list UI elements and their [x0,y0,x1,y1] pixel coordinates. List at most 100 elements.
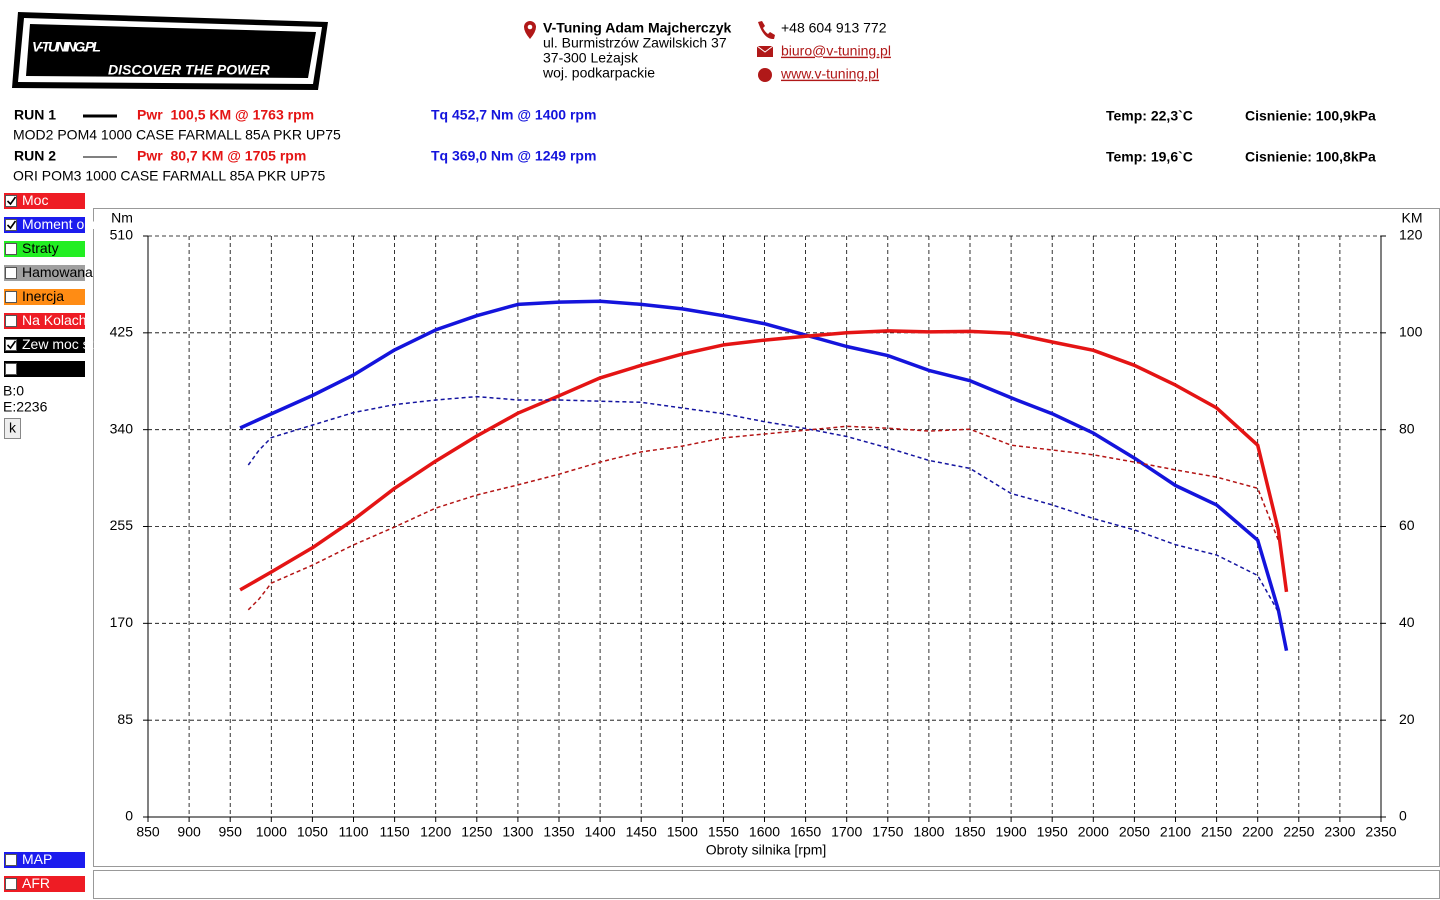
run-description: MOD2 POM4 1000 CASE FARMALL 85A PKR UP75 [13,127,341,143]
y2-axis-label: KM [1402,210,1423,226]
series-line [239,299,1289,652]
toggle-label[interactable]: MAP [22,851,52,867]
x-tick-label: 2050 [1119,824,1150,840]
x-tick-label: 950 [219,824,243,840]
email[interactable]: biuro@v-tuning.pl [781,43,891,59]
checkbox[interactable] [5,195,17,207]
company: V-Tuning Adam Majcherczyk [543,20,731,36]
y-tick-label: 510 [110,227,134,243]
toggle-swatch[interactable] [4,337,85,353]
address-line: 37-300 Leżajsk [543,50,639,66]
x-tick-label: 1050 [297,824,328,840]
y2-tick-label: 100 [1399,324,1423,340]
toggle-label[interactable]: Inercja [22,288,64,304]
checkbox[interactable] [5,267,17,279]
toggle-swatch[interactable] [4,241,85,257]
toggle-swatch[interactable] [4,313,85,329]
logo: V-TUNING.PL DISCOVER THE POWER [12,12,328,90]
y2-tick-label: 120 [1399,227,1423,243]
run-pressure: Cisnienie: 100,8kPa [1245,149,1376,165]
x-tick-label: 2250 [1283,824,1314,840]
toggle-label[interactable]: AFR [22,875,50,891]
y-axis-label: Nm [111,210,133,226]
address-line: ul. Burmistrzów Zawilskich 37 [543,35,727,51]
checkmark[interactable] [6,196,17,206]
x-tick-label: 1700 [831,824,862,840]
series-line [247,425,1279,611]
x-tick-label: 1400 [585,824,616,840]
toggle-label[interactable]: Hamowana [22,264,93,280]
y-tick-label: 425 [110,324,134,340]
checkbox[interactable] [5,315,17,327]
checkbox[interactable] [5,878,17,890]
x-tick-label: 2200 [1242,824,1273,840]
run-temp: Temp: 19,6`C [1106,149,1193,165]
run-description: ORI POM3 1000 CASE FARMALL 85A PKR UP75 [13,168,326,184]
x-tick-label: 1350 [543,824,574,840]
run-torque: Tq 452,7 Nm @ 1400 rpm [431,107,596,123]
checkmark[interactable] [6,220,17,230]
y2-tick-label: 40 [1399,614,1415,630]
run-power: Pwr 80,7 KM @ 1705 rpm [137,148,306,164]
run-power: Pwr 100,5 KM @ 1763 rpm [137,107,314,123]
website[interactable]: www.v-tuning.pl [780,66,879,82]
email-link[interactable]: biuro@v-tuning.pl [781,43,891,59]
x-tick-label: 2300 [1324,824,1355,840]
y2-tick-label: 80 [1399,420,1415,436]
logo-slogan: DISCOVER THE POWER [108,62,271,78]
x-tick-label: 1550 [708,824,739,840]
x-tick-label: 1150 [380,824,410,840]
series-line [247,395,1279,613]
x-tick-label: 1750 [872,824,903,840]
toggle-swatch[interactable] [4,289,85,305]
phone: +48 604 913 772 [781,20,887,36]
x-tick-label: 1850 [954,824,985,840]
checkmark[interactable] [6,340,17,350]
website-link[interactable]: www.v-tuning.pl [780,66,879,82]
y2-tick-label: 20 [1399,711,1415,727]
checkbox[interactable] [5,854,17,866]
k-button[interactable]: k [4,418,21,439]
toggle-swatch[interactable] [4,876,85,892]
toggle-label[interactable]: Moc [22,192,48,208]
toggle-label[interactable]: Straty [22,240,59,256]
web-icon [758,68,772,82]
y-tick-label: 170 [110,614,134,630]
status-box [93,870,1440,899]
phone-icon [758,21,775,40]
toggle-swatch[interactable] [4,193,85,209]
toggle-swatch[interactable] [4,852,85,868]
run-temp: Temp: 22,3`C [1106,108,1193,124]
run-label: RUN 1 [14,107,56,123]
run-label: RUN 2 [14,148,56,164]
toggle-swatch[interactable] [4,265,85,281]
x-tick-label: 1300 [502,824,533,840]
checkbox[interactable] [5,363,17,375]
toggle-swatch[interactable] [4,361,85,377]
k-button-label[interactable]: k [9,420,17,436]
toggle-label[interactable]: Zew moc str [22,336,99,352]
x-tick-label: 2000 [1078,824,1109,840]
checkbox[interactable] [5,339,17,351]
checkbox[interactable] [5,291,17,303]
x-tick-label: 1200 [420,824,451,840]
b-value: B:0 [3,383,24,399]
x-tick-label: 1900 [996,824,1027,840]
address-line: woj. podkarpackie [542,65,655,81]
chart-frame [93,208,1440,867]
x-tick-label: 1800 [913,824,944,840]
toggle-swatch[interactable] [4,217,85,233]
y2-tick-label: 0 [1399,808,1407,824]
x-tick-label: 900 [177,824,201,840]
y-tick-label: 255 [110,517,134,533]
checkbox[interactable] [5,243,17,255]
logo-title: V-TUNING.PL [32,39,100,55]
toggle-label[interactable]: Moment obr [22,216,97,232]
x-tick-label: 1000 [256,824,287,840]
checkbox[interactable] [5,219,17,231]
x-tick-label: 2100 [1160,824,1191,840]
x-tick-label: 1500 [667,824,698,840]
x-tick-label: 1450 [626,824,657,840]
x-tick-label: 1100 [338,824,368,840]
toggle-label[interactable]: Na Kolach [22,312,87,328]
